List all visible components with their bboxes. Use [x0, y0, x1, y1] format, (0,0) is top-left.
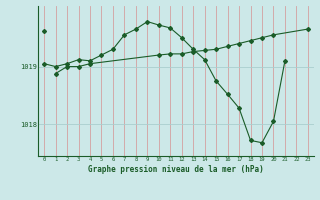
X-axis label: Graphe pression niveau de la mer (hPa): Graphe pression niveau de la mer (hPa): [88, 165, 264, 174]
